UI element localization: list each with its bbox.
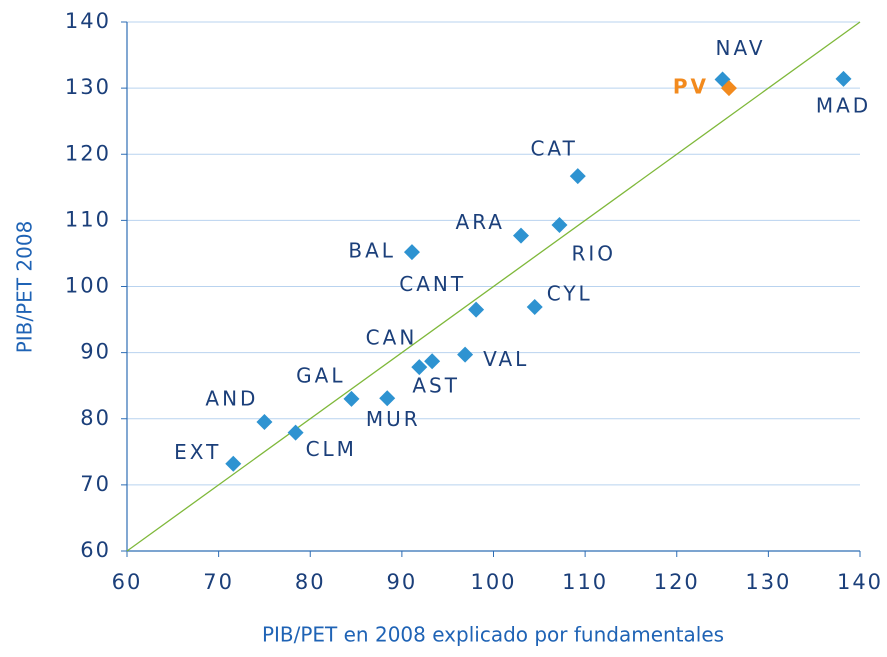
point (403, 244, 420, 261)
y-tick-label: 100 (65, 274, 111, 298)
y-tick-label: 130 (65, 75, 111, 99)
point (287, 424, 304, 441)
x-tick-label: 70 (203, 570, 234, 594)
point (512, 227, 529, 244)
point-label: GAL (296, 363, 345, 387)
x-tick-label: 90 (387, 570, 418, 594)
point-label: AST (412, 374, 460, 398)
point (569, 168, 586, 185)
point-label: ARA (456, 210, 505, 234)
x-tick-label: 130 (745, 570, 791, 594)
y-tick-label: 140 (65, 9, 111, 33)
point-label: NAV (716, 36, 766, 60)
x-tick-label: 80 (295, 570, 326, 594)
point-label: VAL (483, 347, 529, 371)
point (411, 359, 428, 376)
point-label: MAD (816, 93, 871, 117)
point (424, 353, 441, 370)
point (835, 70, 852, 87)
point-label: RIO (571, 242, 616, 266)
point-label: EXT (174, 440, 221, 464)
point-label: PV (673, 75, 709, 99)
x-tick-label: 140 (837, 570, 883, 594)
y-tick-label: 60 (80, 538, 111, 562)
point-label: CYL (547, 281, 593, 305)
x-axis-label: PIB/PET en 2008 explicado por fundamenta… (262, 623, 724, 647)
point (256, 414, 273, 431)
x-tick-label: 120 (654, 570, 700, 594)
y-tick-label: 70 (80, 472, 111, 496)
point (468, 301, 485, 318)
x-tick-label: 100 (470, 570, 516, 594)
point-label: CLM (306, 437, 357, 461)
y-tick-label: 120 (65, 141, 111, 165)
point-label: MUR (366, 407, 421, 431)
point (551, 217, 568, 234)
point (526, 298, 543, 315)
y-tick-label: 110 (65, 207, 111, 231)
point-label: BAL (348, 239, 396, 263)
y-tick-label: 90 (80, 340, 111, 364)
point (720, 80, 737, 97)
point (379, 390, 396, 407)
point (343, 390, 360, 407)
identity-line (126, 21, 861, 552)
point (457, 346, 474, 363)
point-label: CANT (399, 272, 466, 296)
point (225, 455, 242, 472)
y-tick-label: 80 (80, 406, 111, 430)
x-tick-label: 60 (112, 570, 143, 594)
point-label: AND (205, 387, 258, 411)
x-tick-label: 110 (562, 570, 608, 594)
point-label: CAT (530, 137, 577, 161)
y-axis-label: PIB/PET 2008 (13, 221, 37, 354)
point-label: CAN (366, 326, 418, 350)
